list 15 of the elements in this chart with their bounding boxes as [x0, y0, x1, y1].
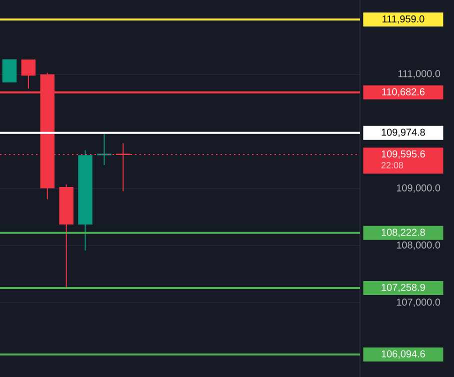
ref-line-label: 111,959.0 — [382, 15, 424, 24]
y-tick-label: 108,000.0 — [396, 242, 440, 250]
y-tick-label: 109,000.0 — [396, 184, 440, 193]
y-tick-label: 111,000.0 — [398, 70, 440, 78]
ref-line-label: 108,222.8 — [382, 228, 425, 238]
candlestick — [2, 59, 17, 82]
candlestick — [97, 134, 112, 166]
ref-line-label: 106,094.6 — [382, 350, 425, 359]
candlestick — [21, 60, 36, 90]
ref-line-label: 109,595.6 — [382, 150, 425, 159]
ref-line-label: 107,258.9 — [382, 284, 425, 292]
text: 22:08 — [381, 162, 404, 168]
ref-line-label: 109,974.8 — [382, 128, 425, 137]
y-tick-label: 107,000.0 — [396, 298, 440, 307]
ref-line-label: 110,682.6 — [382, 88, 425, 97]
